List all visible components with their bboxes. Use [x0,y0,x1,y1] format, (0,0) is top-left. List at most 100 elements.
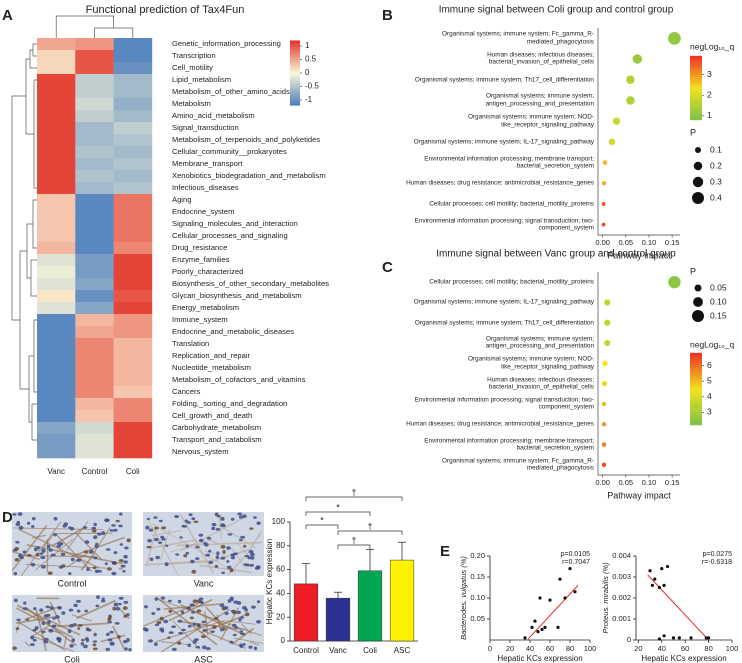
heatmap-cell [75,338,114,351]
colorbar-tick-label: 0.5 [305,55,317,64]
nucleus [112,561,117,565]
heatmap-cell [113,86,153,99]
colorbar-tick-label: 3 [707,407,712,417]
micrograph-label: ASC [194,654,213,663]
point [558,577,562,581]
nucleus [187,624,192,628]
colorbar-step [690,379,702,382]
colorbar-step [290,100,300,103]
heatmap-cell [37,206,76,219]
nucleus [123,560,128,564]
row-label: Endocrine_and_metabolic_diseases [172,327,294,336]
colorbar-step [290,40,300,43]
dot [601,222,606,227]
colorbar-step [290,89,300,92]
colorbar-step [690,420,702,423]
micrograph [142,595,264,653]
nucleus [205,553,211,557]
colorbar-step [290,51,300,54]
heatmap-cell [113,74,153,87]
heatmap-cell [37,410,76,423]
nucleus [205,647,211,651]
nucleus [92,643,97,647]
stain-streak [15,616,55,624]
stain-streak [76,599,117,620]
nucleus [12,513,17,516]
colorbar-step [290,50,300,53]
nucleus [109,529,114,532]
dot [602,160,608,165]
heatmap-cell [37,278,76,291]
nucleus [160,596,166,600]
colorbar-step [690,117,702,121]
dot [668,31,681,45]
row-label: Lipid_metabolism [172,75,231,84]
nucleus [212,625,217,630]
row-label: Biosynthesis_of_other_secondary_metaboli… [172,279,329,288]
nucleus [215,527,221,531]
nucleus [101,597,105,601]
nucleus [229,596,234,600]
heatmap-cell [37,362,76,375]
nucleus [32,638,37,642]
column-label: Coli [126,467,140,476]
dot [601,442,607,447]
heatmap-cell [75,350,114,363]
nucleus [60,552,66,556]
nucleus [15,540,20,544]
heatmap-cell [113,62,153,75]
heatmap-cell [37,146,76,159]
nucleus [242,606,247,610]
nucleus [81,638,85,642]
nucleus [94,569,100,573]
nucleus [117,602,122,606]
x-axis-label: Pathway impact [607,250,671,260]
stain-streak [148,538,198,550]
size-legend-label: 0.2 [710,160,722,170]
colorbar-step [290,54,300,57]
micrograph [143,512,264,576]
heatmap-cell [113,362,153,375]
heatmap-cell [37,242,76,255]
x-tick-label: 20 [634,644,642,653]
category-label: Organismal systems; immune system; IL-17… [413,138,594,146]
dot [601,422,607,427]
nucleus [196,609,202,613]
heatmap-cell [37,266,76,279]
heatmap-cell [37,422,76,435]
heatmap-cell [113,278,153,291]
dot [608,138,616,146]
nucleus [88,550,94,554]
nucleus [82,644,88,649]
nucleus [198,533,204,537]
colorbar-step [290,46,300,49]
nucleus [35,552,40,557]
heatmap-cell [113,158,153,171]
chart-title: Immune signal between Coli group and con… [439,5,674,16]
nucleus [221,571,225,575]
nucleus [198,538,204,543]
colorbar-step [690,83,702,87]
category-label: Organismal systems; immune system; Fc_ga… [442,457,594,472]
heatmap-cell [75,410,114,423]
nucleus [191,611,196,614]
point [523,636,527,640]
nucleus [185,551,190,555]
size-legend-label: 0.1 [710,144,722,154]
nucleus [123,639,128,644]
nucleus [146,517,151,521]
x-tick-label: 0 [488,644,492,653]
nucleus [216,514,221,518]
heatmap-cell [75,362,114,375]
nucleus [220,544,226,549]
heatmap-cell [75,182,114,195]
heatmap-cell [113,446,153,459]
nucleus [247,556,251,560]
nucleus [117,634,121,639]
stain-streak [159,529,171,561]
row-label: Endocrine_system [172,207,234,216]
point [657,637,662,641]
nucleus [49,606,55,610]
colorbar-tick-label: 3 [707,69,712,79]
